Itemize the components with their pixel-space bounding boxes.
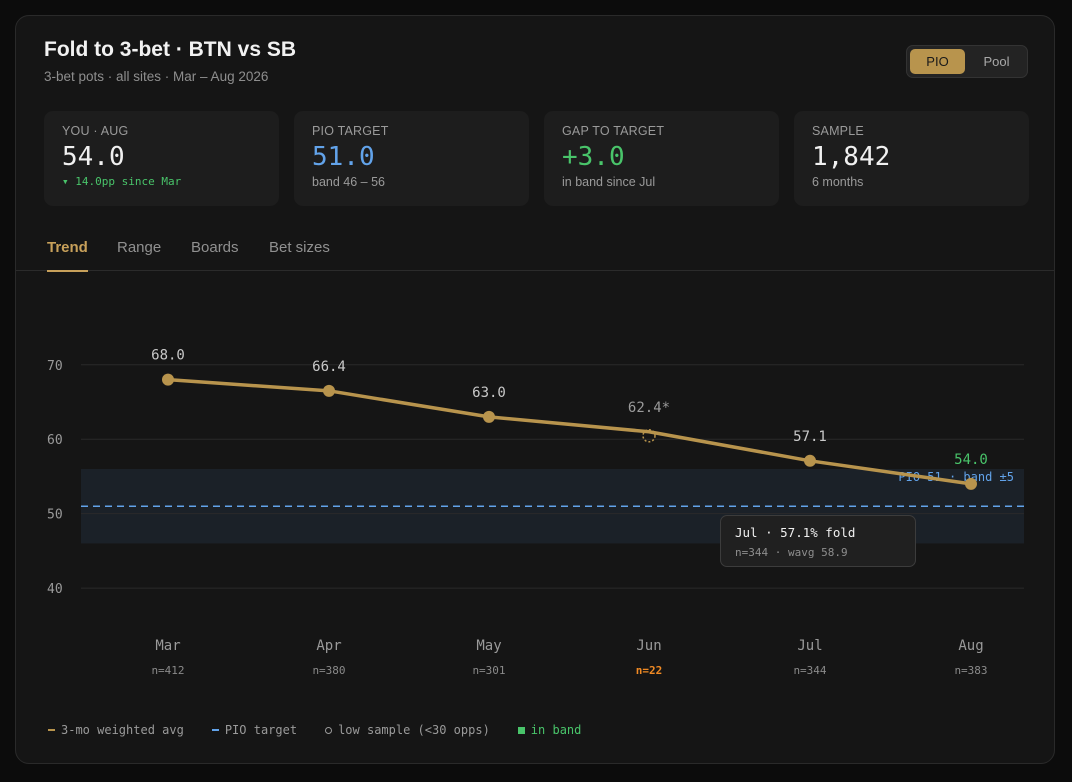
- legend-item-avg: 3-mo weighted avg: [48, 723, 184, 737]
- stat-card-gap: GAP TO TARGET +3.0 in band since Jul: [544, 111, 779, 206]
- data-point: [804, 454, 816, 467]
- x-tick-label: Jul: [797, 638, 822, 654]
- y-tick-label: 70: [47, 359, 63, 374]
- x-tick-label: Mar: [155, 638, 180, 654]
- tab-bar: Trend Range Boards Bet sizes: [16, 236, 1054, 272]
- series-line: [167, 377, 972, 486]
- y-tick-label: 40: [47, 582, 63, 597]
- chart-card: Fold to 3-bet · BTN vs SB 3-bet pots · a…: [15, 15, 1055, 764]
- legend-label: PIO target: [224, 723, 298, 737]
- tooltip-title: Jul · 57.1% fold: [735, 525, 856, 540]
- tooltip-sub: n=344 · wavg 58.9: [735, 546, 848, 559]
- tab-range[interactable]: Range: [117, 239, 162, 256]
- data-label: 57.1: [793, 429, 827, 445]
- stat-sub: in band since Jul: [562, 175, 656, 189]
- stat-sub: 6 months: [812, 175, 864, 189]
- stat-card-target: PIO TARGET 51.0 band 46 – 56: [294, 111, 529, 206]
- chart-legend: 3-mo weighted avg PIO target low sample …: [48, 723, 581, 737]
- point-tooltip: Jul · 57.1% fold n=344 · wavg 58.9: [720, 515, 916, 567]
- stat-sub: band 46 – 56: [312, 175, 385, 189]
- line-swatch-icon: [48, 729, 55, 731]
- legend-label: 3-mo weighted avg: [61, 723, 184, 737]
- sample-size-label: n=383: [954, 664, 987, 677]
- data-point: [323, 384, 335, 397]
- data-label: 66.4: [312, 359, 346, 375]
- x-tick-label: Jun: [636, 638, 661, 654]
- x-tick-label: May: [476, 638, 501, 654]
- y-tick-label: 50: [47, 508, 63, 523]
- stat-change: ▾ 14.0pp since Mar: [62, 175, 182, 188]
- data-point: [965, 477, 977, 490]
- x-tick-label: Apr: [316, 638, 341, 654]
- stat-cards: YOU · AUG 54.0 ▾ 14.0pp since Mar PIO TA…: [44, 111, 1029, 206]
- stat-value: 1,842: [812, 142, 891, 172]
- sample-size-label: n=412: [151, 664, 184, 677]
- data-label: 63.0: [472, 385, 506, 401]
- sample-size-label: n=301: [472, 664, 505, 677]
- stat-label: SAMPLE: [812, 124, 864, 138]
- page-subtitle: 3-bet pots · all sites · Mar – Aug 2026: [44, 69, 269, 84]
- dash-swatch-icon: [211, 729, 219, 731]
- sample-size-label: n=380: [312, 664, 345, 677]
- comparison-toggle: PIO Pool: [906, 45, 1028, 78]
- tab-trend[interactable]: Trend: [47, 239, 88, 272]
- circle-swatch-icon: [325, 726, 333, 734]
- toggle-pool-button[interactable]: Pool: [983, 54, 1010, 69]
- stat-value: +3.0: [562, 142, 625, 172]
- data-label: 68.0: [151, 348, 185, 364]
- y-tick-label: 60: [47, 433, 63, 448]
- band-label: PIO 51 · band ±5: [898, 470, 1014, 484]
- tab-boards[interactable]: Boards: [191, 239, 239, 256]
- data-label: 54.0: [954, 452, 988, 468]
- sample-size-label: n=22: [636, 664, 663, 677]
- legend-item-low-sample: low sample (<30 opps): [325, 723, 490, 737]
- x-tick-label: Aug: [958, 638, 983, 654]
- stat-card-you: YOU · AUG 54.0 ▾ 14.0pp since Mar: [44, 111, 279, 206]
- legend-label: in band: [530, 723, 582, 737]
- data-point: [483, 410, 495, 423]
- sample-size-label: n=344: [793, 664, 826, 677]
- stat-card-sample: SAMPLE 1,842 6 months: [794, 111, 1029, 206]
- toggle-pio-button[interactable]: PIO: [910, 49, 965, 74]
- stat-label: GAP TO TARGET: [562, 124, 665, 138]
- legend-item-target: PIO target: [211, 723, 298, 737]
- data-point: [162, 373, 174, 386]
- stat-label: PIO TARGET: [312, 124, 389, 138]
- stat-value: 54.0: [62, 142, 125, 172]
- square-swatch-icon: [517, 726, 525, 734]
- stat-value: 51.0: [312, 142, 375, 172]
- tab-bet-sizes[interactable]: Bet sizes: [269, 239, 330, 256]
- low-sample-point: [642, 429, 656, 443]
- page-title: Fold to 3-bet · BTN vs SB: [44, 38, 296, 61]
- stat-label: YOU · AUG: [62, 124, 129, 138]
- data-label: 62.4*: [628, 400, 670, 416]
- legend-item-in-band: in band: [517, 723, 582, 737]
- legend-label: low sample (<30 opps): [338, 723, 490, 737]
